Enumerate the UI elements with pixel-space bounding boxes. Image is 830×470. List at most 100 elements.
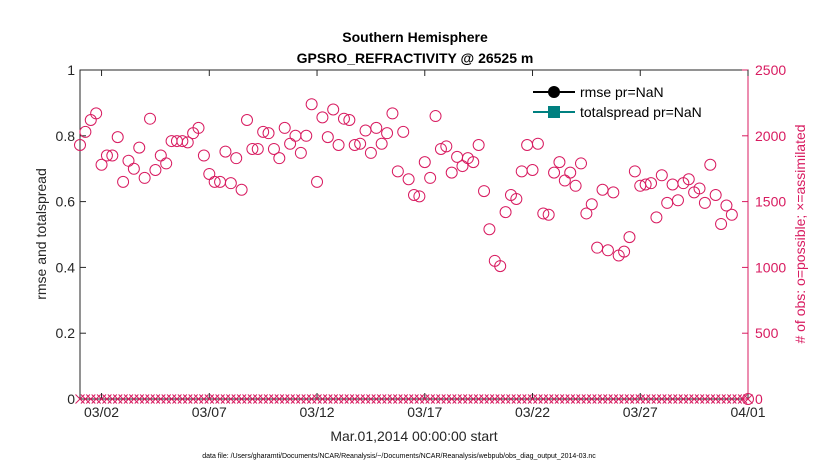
possible-obs-point (483, 223, 496, 236)
possible-obs-point (510, 192, 523, 205)
y-axis-label: rmse and totalspread (33, 168, 49, 300)
legend-rmse-label: rmse pr=NaN (580, 84, 664, 100)
possible-obs-point (95, 158, 108, 171)
possible-obs-point (418, 156, 431, 169)
possible-obs-point (531, 137, 544, 150)
right-y-tick-label: 500 (755, 325, 779, 341)
possible-obs-point (192, 121, 205, 134)
possible-obs-point (650, 211, 663, 224)
possible-obs-point (111, 131, 124, 144)
possible-obs-point (267, 142, 280, 155)
possible-obs-point (698, 196, 711, 209)
y-tick-label: 0 (67, 391, 75, 407)
legend-spread-marker (548, 106, 560, 118)
x-tick-label: 03/22 (515, 404, 550, 420)
y-tick-label: 0.4 (56, 259, 76, 275)
left-y-axis: 0 0.2 0.4 0.6 0.8 1 (56, 62, 86, 407)
possible-obs-point (208, 175, 221, 188)
x-tick-label: 03/02 (84, 404, 119, 420)
possible-obs-point (434, 142, 447, 155)
possible-obs-point (445, 166, 458, 179)
assimilated-obs-point (743, 394, 753, 404)
possible-obs-point (564, 166, 577, 179)
possible-obs-point (585, 198, 598, 211)
possible-obs-point (494, 260, 507, 273)
possible-obs-point (413, 190, 426, 203)
possible-obs-point (149, 164, 162, 177)
possible-obs-point (262, 127, 275, 140)
possible-obs-point (429, 110, 442, 123)
possible-obs-point (343, 114, 356, 127)
possible-obs-point (337, 112, 350, 125)
possible-obs-point (709, 189, 722, 202)
possible-obs-point (467, 156, 480, 169)
legend-rmse-marker (548, 86, 560, 98)
possible-obs-point (402, 173, 415, 186)
possible-obs-point (90, 107, 103, 120)
possible-obs-point (181, 136, 194, 149)
possible-obs-point (321, 131, 334, 144)
possible-obs-point (278, 121, 291, 134)
y-tick-label: 0.6 (56, 194, 76, 210)
possible-obs-point (364, 146, 377, 159)
possible-obs-point (655, 169, 668, 182)
possible-obs-point (235, 183, 248, 196)
possible-obs-point (548, 166, 561, 179)
possible-obs-point (408, 189, 420, 202)
possible-obs-point (375, 137, 388, 150)
legend-box (526, 77, 743, 123)
y-tick-label: 0.2 (56, 325, 76, 341)
possible-obs-point (251, 142, 264, 155)
possible-obs-series (74, 98, 754, 405)
possible-obs-point (241, 114, 253, 127)
possible-obs-point (553, 156, 566, 169)
possible-obs-point (386, 107, 399, 120)
possible-obs-point (219, 145, 232, 158)
right-y-axis-label: # of obs: o=possible; ×=assimilated (792, 124, 808, 343)
x-axis: 03/02 03/07 03/12 03/17 03/22 03/27 04/01 (84, 70, 766, 420)
x-tick-label: 03/27 (623, 404, 658, 420)
possible-obs-point (79, 125, 92, 138)
possible-obs-point (197, 149, 210, 162)
possible-obs-point (354, 137, 367, 150)
possible-obs-point (144, 112, 157, 125)
possible-obs-point (176, 135, 189, 148)
possible-obs-point (424, 171, 437, 184)
possible-obs-point (628, 165, 641, 178)
possible-obs-point (693, 182, 706, 195)
possible-obs-point (671, 194, 684, 207)
possible-obs-point (117, 175, 130, 188)
x-tick-label: 04/01 (730, 404, 765, 420)
possible-obs-point (601, 244, 614, 257)
possible-obs-point (575, 157, 587, 170)
chart-title-line1: Southern Hemisphere (342, 29, 488, 45)
possible-obs-point (623, 231, 636, 244)
right-y-tick-label: 1500 (755, 194, 786, 210)
right-y-tick-label: 1000 (755, 259, 786, 275)
possible-obs-point (246, 142, 259, 155)
possible-obs-point (618, 245, 631, 258)
possible-obs-point (472, 139, 485, 152)
possible-obs-point (316, 111, 329, 124)
x-axis-label: Mar.01,2014 00:00:00 start (330, 428, 497, 444)
possible-obs-point (607, 186, 620, 199)
possible-obs-point (569, 179, 582, 192)
x-tick-label: 03/17 (407, 404, 442, 420)
possible-obs-point (715, 217, 728, 230)
y-tick-label: 0.8 (56, 128, 76, 144)
x-tick-label: 03/07 (192, 404, 227, 420)
data-file-footnote: data file: /Users/gharamti/Documents/NCA… (202, 453, 596, 460)
right-y-tick-label: 0 (755, 391, 763, 407)
right-y-axis: 0 500 1000 1500 2000 2500 (742, 62, 786, 407)
plot-area (79, 69, 749, 400)
right-y-tick-label: 2500 (755, 62, 786, 78)
right-y-tick-label: 2000 (755, 128, 786, 144)
possible-obs-point (224, 177, 237, 190)
possible-obs-point (332, 139, 345, 152)
possible-obs-point (106, 149, 119, 162)
legend-spread-label: totalspread pr=NaN (580, 104, 702, 120)
possible-obs-point (311, 175, 324, 188)
possible-obs-point (370, 121, 383, 134)
possible-obs-point (725, 208, 738, 221)
possible-obs-point (230, 152, 243, 165)
